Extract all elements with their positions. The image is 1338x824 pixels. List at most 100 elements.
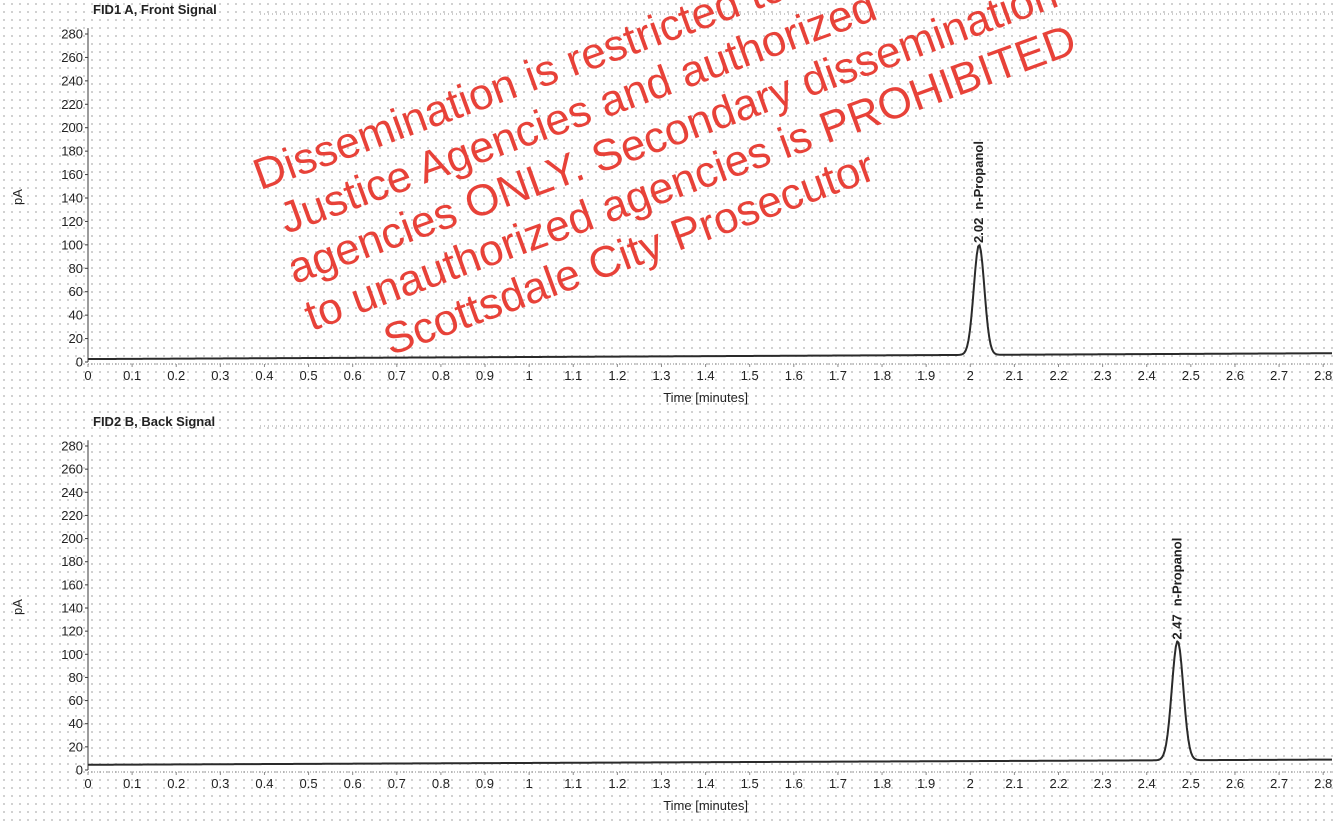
- y-tick-label: 60: [69, 284, 83, 299]
- x-tick-label: 0.9: [476, 368, 494, 383]
- x-tick-label: 2.6: [1226, 776, 1244, 791]
- y-tick-label: 40: [69, 308, 83, 323]
- y-tick-label: 180: [61, 554, 83, 569]
- y-tick-label: 220: [61, 508, 83, 523]
- x-tick-label: 1.9: [917, 368, 935, 383]
- x-axis-label: Time [minutes]: [663, 390, 748, 405]
- y-axis-label: pA: [10, 189, 25, 205]
- y-tick-label: 100: [61, 237, 83, 252]
- x-tick-label: 1.4: [697, 368, 715, 383]
- x-tick-label: 0.2: [167, 776, 185, 791]
- x-tick-label: 0.3: [211, 368, 229, 383]
- x-tick-label: 2.8: [1314, 368, 1332, 383]
- x-tick-label: 1.5: [741, 368, 759, 383]
- signal-trace: [88, 640, 1332, 766]
- x-tick-label: 1.3: [652, 776, 670, 791]
- x-tick-label: 1.7: [829, 368, 847, 383]
- x-tick-label: 1: [526, 776, 533, 791]
- x-tick-label: 1.2: [608, 368, 626, 383]
- x-tick-label: 1.7: [829, 776, 847, 791]
- y-tick-label: 80: [69, 670, 83, 685]
- peak-retention-time: 2.02: [971, 218, 986, 243]
- x-tick-label: 2.6: [1226, 368, 1244, 383]
- y-tick-label: 100: [61, 647, 83, 662]
- x-tick-label: 0.6: [344, 368, 362, 383]
- chart-panel-2: FID2 B, Back Signal020406080100120140160…: [10, 414, 1336, 813]
- x-tick-label: 0.8: [432, 776, 450, 791]
- x-tick-label: 0.4: [255, 368, 273, 383]
- y-tick-label: 240: [61, 485, 83, 500]
- x-tick-label: 0: [84, 368, 91, 383]
- chart-panel-1: FID1 A, Front Signal02040608010012014016…: [10, 2, 1336, 405]
- y-axis-label: pA: [10, 599, 25, 615]
- x-tick-label: 2.4: [1138, 368, 1156, 383]
- y-tick-label: 200: [61, 120, 83, 135]
- x-tick-label: 0.1: [123, 368, 141, 383]
- x-tick-label: 1.1: [564, 368, 582, 383]
- chart-title: FID2 B, Back Signal: [93, 414, 215, 429]
- x-tick-label: 0.1: [123, 776, 141, 791]
- x-tick-label: 1.2: [608, 776, 626, 791]
- y-tick-label: 160: [61, 577, 83, 592]
- y-tick-label: 0: [76, 763, 83, 778]
- x-tick-label: 2.1: [1005, 776, 1023, 791]
- x-tick-label: 2.1: [1005, 368, 1023, 383]
- peak-label: 2.47 n-Propanol: [1170, 538, 1185, 640]
- x-axis-label: Time [minutes]: [663, 798, 748, 813]
- x-tick-label: 1.8: [873, 368, 891, 383]
- x-tick-label: 0.8: [432, 368, 450, 383]
- x-tick-label: 0: [84, 776, 91, 791]
- x-tick-label: 2.3: [1094, 776, 1112, 791]
- y-tick-label: 0: [76, 355, 83, 370]
- y-tick-label: 280: [61, 27, 83, 42]
- x-tick-label: 2.4: [1138, 776, 1156, 791]
- x-tick-label: 0.3: [211, 776, 229, 791]
- x-tick-label: 2.2: [1049, 776, 1067, 791]
- y-tick-label: 80: [69, 261, 83, 276]
- y-tick-label: 260: [61, 462, 83, 477]
- x-tick-label: 1.8: [873, 776, 891, 791]
- x-tick-label: 2.5: [1182, 368, 1200, 383]
- y-tick-label: 280: [61, 439, 83, 454]
- x-tick-label: 1.3: [652, 368, 670, 383]
- y-tick-label: 260: [61, 50, 83, 65]
- y-tick-label: 140: [61, 601, 83, 616]
- x-tick-label: 0.7: [388, 368, 406, 383]
- x-tick-label: 2.2: [1049, 368, 1067, 383]
- y-tick-label: 120: [61, 624, 83, 639]
- x-tick-label: 0.5: [300, 776, 318, 791]
- y-tick-label: 180: [61, 144, 83, 159]
- y-tick-label: 40: [69, 716, 83, 731]
- x-tick-label: 0.2: [167, 368, 185, 383]
- x-tick-label: 1.6: [785, 776, 803, 791]
- y-tick-label: 220: [61, 97, 83, 112]
- x-tick-label: 1.4: [697, 776, 715, 791]
- x-tick-label: 0.9: [476, 776, 494, 791]
- x-tick-label: 2.7: [1270, 368, 1288, 383]
- signal-trace: [87, 244, 1333, 361]
- y-tick-label: 240: [61, 73, 83, 88]
- y-tick-label: 20: [69, 331, 83, 346]
- x-tick-label: 2.7: [1270, 776, 1288, 791]
- y-tick-label: 140: [61, 191, 83, 206]
- peak-compound-name: n-Propanol: [971, 141, 986, 210]
- x-tick-label: 0.6: [344, 776, 362, 791]
- x-tick-label: 1.9: [917, 776, 935, 791]
- y-tick-label: 120: [61, 214, 83, 229]
- peak-label: 2.02 n-Propanol: [971, 141, 986, 243]
- x-tick-label: 0.5: [300, 368, 318, 383]
- x-tick-label: 1.1: [564, 776, 582, 791]
- y-tick-label: 200: [61, 531, 83, 546]
- x-tick-label: 1: [526, 368, 533, 383]
- x-tick-label: 0.4: [255, 776, 273, 791]
- x-tick-label: 1.5: [741, 776, 759, 791]
- x-tick-label: 1.6: [785, 368, 803, 383]
- chart-title: FID1 A, Front Signal: [93, 2, 217, 17]
- x-tick-label: 2: [967, 776, 974, 791]
- peak-compound-name: n-Propanol: [1170, 538, 1185, 607]
- y-tick-label: 160: [61, 167, 83, 182]
- peak-retention-time: 2.47: [1170, 614, 1185, 639]
- x-tick-label: 2.8: [1314, 776, 1332, 791]
- x-tick-label: 2: [967, 368, 974, 383]
